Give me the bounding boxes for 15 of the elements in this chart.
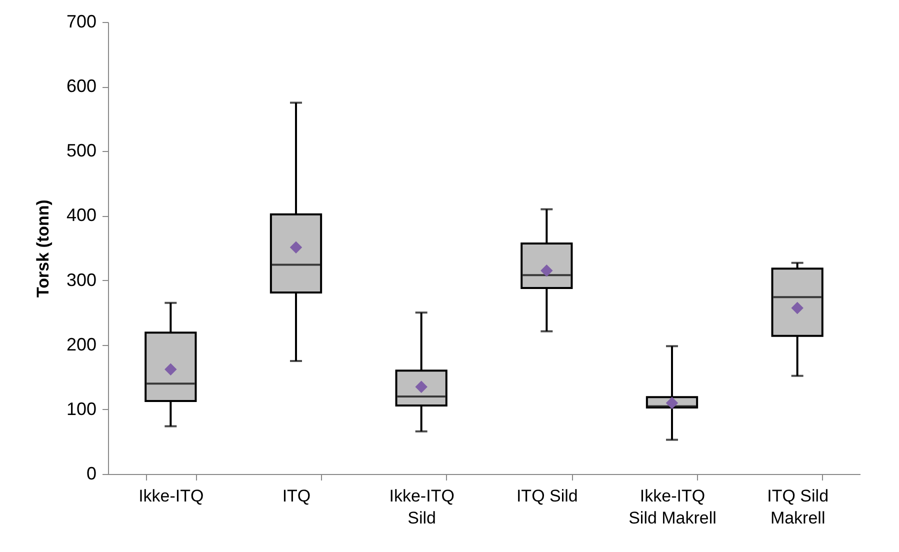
y-tick-label: 200 bbox=[66, 334, 96, 354]
y-tick-label: 400 bbox=[66, 205, 96, 226]
y-tick-label: 300 bbox=[66, 270, 96, 290]
x-tick-label: Ikke-ITQ bbox=[138, 486, 204, 506]
x-tick-label: ITQ bbox=[282, 486, 311, 506]
y-tick-label: 600 bbox=[66, 76, 96, 96]
x-tick-label: Ikke-ITQ Sild Makrell bbox=[628, 486, 716, 528]
y-tick-label: 100 bbox=[66, 398, 96, 419]
x-tick-label: ITQ Sild bbox=[516, 486, 578, 506]
y-axis-title: Torsk (tonn) bbox=[33, 200, 52, 298]
x-tick-label: Ikke-ITQ Sild bbox=[389, 486, 454, 528]
x-tick-label: ITQ Sild Makrell bbox=[767, 486, 829, 528]
y-tick-label: 0 bbox=[86, 464, 96, 484]
y-tick-label: 500 bbox=[66, 140, 96, 161]
y-tick-label: 700 bbox=[66, 12, 96, 32]
